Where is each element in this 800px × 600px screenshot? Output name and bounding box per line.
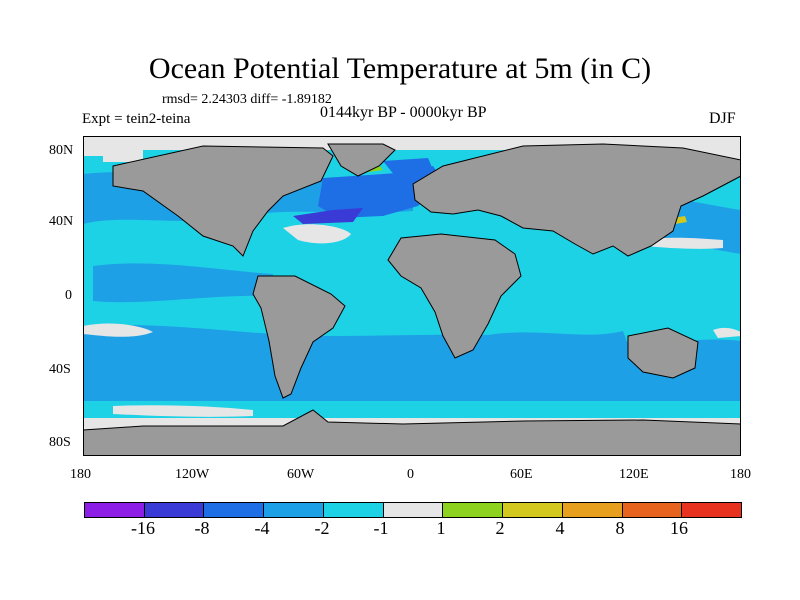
- colorbar-label: 4: [555, 518, 565, 538]
- colorbar-box: [562, 503, 623, 517]
- colorbar-box: [323, 503, 384, 517]
- lon-tick-label: 180: [730, 467, 751, 482]
- colorbar-label: 1: [436, 518, 446, 538]
- land-masses: [83, 143, 741, 456]
- land-greenland: [327, 143, 396, 177]
- lat-tick-label: 80N: [49, 143, 74, 158]
- land-australia: [627, 327, 699, 379]
- period-label: 0144kyr BP - 0000kyr BP: [320, 104, 487, 121]
- colorbar: [84, 502, 742, 518]
- experiment-label: Expt = tein2-teina: [82, 111, 191, 127]
- land-north-america: [112, 145, 334, 257]
- land-antarctica: [83, 409, 741, 456]
- colorbar-box: [622, 503, 683, 517]
- lon-tick-label: 60E: [510, 467, 533, 482]
- lon-tick-label: 180: [70, 467, 91, 482]
- colorbar-box: [85, 503, 145, 517]
- colorbar-label: -2: [314, 518, 330, 538]
- colorbar-label: -8: [194, 518, 210, 538]
- map-plot: [83, 136, 741, 456]
- lon-tick-label: 120E: [619, 467, 649, 482]
- colorbar-box: [204, 503, 265, 517]
- colorbar-box: [383, 503, 444, 517]
- lat-tick-label: 40N: [49, 214, 74, 229]
- colorbar-box: [503, 503, 563, 517]
- land-south-america: [252, 275, 346, 399]
- colorbar-box: [682, 503, 742, 517]
- plot-frame: [83, 136, 741, 456]
- land-africa: [387, 233, 522, 359]
- land-eurasia: [412, 143, 741, 257]
- colorbar-label: -16: [131, 518, 155, 538]
- lon-tick-label: 60W: [287, 467, 315, 482]
- lon-tick-label: 120W: [175, 467, 210, 482]
- stats-text: rmsd= 2.24303 diff= -1.89182: [162, 92, 332, 107]
- colorbar-box: [443, 503, 504, 517]
- colorbar-label: 8: [615, 518, 625, 538]
- ocean-deepest-patch: [293, 208, 363, 224]
- colorbar-label: 16: [670, 518, 688, 538]
- colorbar-box: [264, 503, 324, 517]
- colorbar-label: -4: [254, 518, 270, 538]
- lat-tick-label: 80S: [49, 435, 71, 450]
- lon-tick-label: 0: [407, 467, 414, 482]
- lat-tick-label: 0: [65, 288, 72, 303]
- lat-tick-label: 40S: [49, 362, 71, 377]
- colorbar-box: [144, 503, 205, 517]
- plot-title: Ocean Potential Temperature at 5m (in C): [148, 52, 652, 85]
- season-label: DJF: [709, 110, 736, 127]
- colorbar-label: -1: [373, 518, 389, 538]
- colorbar-label: 2: [495, 518, 505, 538]
